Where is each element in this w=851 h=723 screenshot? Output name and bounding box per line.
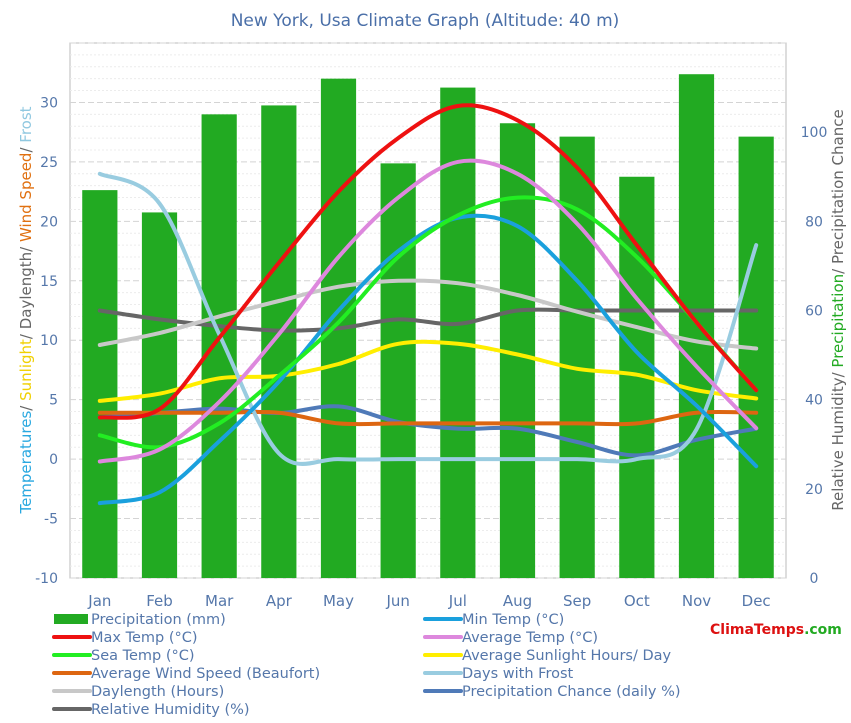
x-tick-label-apr: Apr <box>266 592 293 610</box>
left-axis-title-part: Wind Speed <box>17 153 35 243</box>
left-axis-title-part: Temperatures <box>17 411 35 515</box>
legend-label: Precipitation Chance (daily %) <box>462 684 681 700</box>
series-line-sunlight <box>97 339 759 403</box>
series-line-max-temp <box>97 103 759 420</box>
precipitation-bar-nov <box>678 74 715 578</box>
precipitation-bar-jan <box>82 190 118 578</box>
left-tick-label: 25 <box>40 155 58 171</box>
x-tick-label-jan: Jan <box>87 592 111 610</box>
left-tick-label: 20 <box>40 214 58 230</box>
chart-title: New York, Usa Climate Graph (Altitude: 4… <box>231 11 620 31</box>
left-axis-title-part: Sunlight <box>17 339 35 401</box>
series-line-wind <box>97 409 759 427</box>
x-tick-label-jun: Jun <box>385 592 409 610</box>
left-axis-title-part: / <box>17 143 35 153</box>
precipitation-bar-jul <box>440 87 476 578</box>
climatemps-logo: ClimaTemps.com <box>710 622 842 638</box>
x-tick-label-dec: Dec <box>742 592 771 610</box>
left-axis-title-part: / <box>17 401 35 411</box>
legend-label: Min Temp (°C) <box>462 612 564 628</box>
logo-text-part: Temps <box>754 622 804 638</box>
axes-layer: -10 -5 0 5 10 15 20 25 30 0 20 40 60 80 100 Jan Feb Mar Ap… <box>17 95 847 610</box>
legend-label: Sea Temp (°C) <box>91 648 195 664</box>
logo-text-part: Clima <box>710 622 754 638</box>
x-tick-label-aug: Aug <box>503 592 532 610</box>
chart-legend: Precipitation (mm) Min Temp (°C) Max Temp … <box>52 612 681 718</box>
series-line-sea-temp <box>97 195 759 450</box>
legend-label: Max Temp (°C) <box>91 630 198 646</box>
left-tick-label: -5 <box>44 512 58 528</box>
left-tick-label: 30 <box>40 95 58 111</box>
x-tick-label-sep: Sep <box>563 592 591 610</box>
legend-label: Average Sunlight Hours/ Day <box>462 648 672 664</box>
precipitation-bar-jun <box>380 163 416 578</box>
left-axis-title-part: Frost <box>17 106 35 142</box>
x-tick-label-jul: Jul <box>448 592 467 610</box>
left-tick-label: 5 <box>49 393 58 409</box>
legend-label: Relative Humidity (%) <box>91 702 250 718</box>
legend-swatch <box>54 614 88 624</box>
left-tick-label: 15 <box>40 274 58 290</box>
precipitation-bar-mar <box>201 114 237 578</box>
precipitation-bar-apr <box>261 105 297 579</box>
left-tick-label: -10 <box>35 571 58 587</box>
left-axis-title-part: / Daylength/ <box>17 242 35 339</box>
series-line-frost <box>97 171 759 466</box>
legend-label: Average Temp (°C) <box>462 630 598 646</box>
x-tick-label-oct: Oct <box>624 592 650 610</box>
right-tick-label: 0 <box>810 571 819 587</box>
right-axis-title: Relative Humidity/ Precipitation/ Precip… <box>829 109 847 510</box>
x-tick-label-mar: Mar <box>205 592 234 610</box>
x-tick-label-may: May <box>323 592 354 610</box>
left-tick-label: 10 <box>40 333 58 349</box>
legend-label: Precipitation (mm) <box>91 612 226 628</box>
right-tick-label: 60 <box>805 304 823 320</box>
x-tick-label-nov: Nov <box>682 592 711 610</box>
series-line-min-temp <box>97 213 759 506</box>
logo-text: ClimaTemps.com <box>710 622 842 638</box>
right-tick-label: 100 <box>801 125 828 141</box>
legend-label: Days with Frost <box>462 666 574 682</box>
series-line-daylength <box>97 278 759 351</box>
x-tick-label-feb: Feb <box>146 592 173 610</box>
legend-label: Daylength (Hours) <box>91 684 224 700</box>
legend-label: Average Wind Speed (Beaufort) <box>91 666 320 682</box>
series-lines <box>97 103 759 506</box>
right-tick-label: 20 <box>805 482 823 498</box>
right-axis-title-part: Precipitation <box>829 274 847 368</box>
logo-text-part: .com <box>804 622 842 638</box>
left-axis-title: Temperatures/ Sunlight/ Daylength/ Wind … <box>17 106 35 514</box>
right-tick-label: 80 <box>805 214 823 230</box>
series-line-avg-temp <box>97 158 759 464</box>
precipitation-bar-dec <box>738 136 774 578</box>
right-tick-label: 40 <box>805 393 823 409</box>
right-axis-title-part: / Precipitation Chance <box>829 109 847 274</box>
left-tick-label: 0 <box>49 452 58 468</box>
right-axis-title-part: Relative Humidity/ <box>829 368 847 511</box>
